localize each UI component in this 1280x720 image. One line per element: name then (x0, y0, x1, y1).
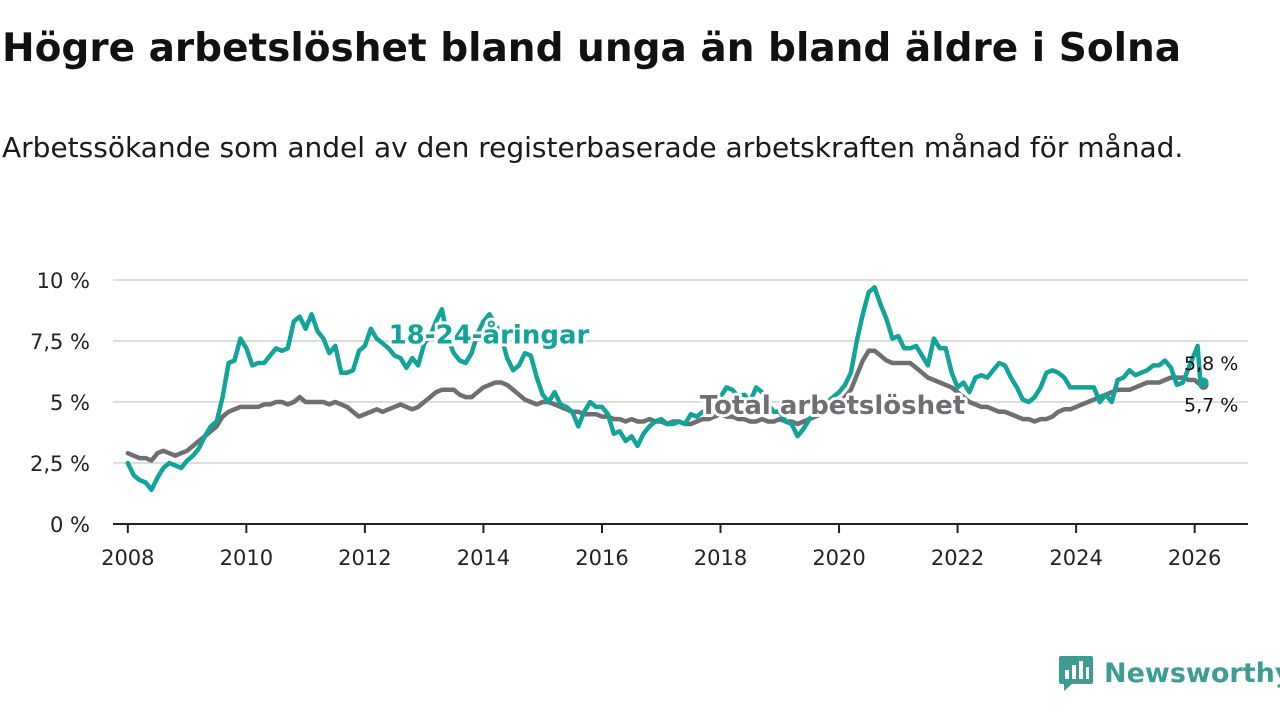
x-tick-label: 2020 (812, 546, 865, 570)
y-tick-label: 0 % (50, 513, 90, 537)
y-axis-ticks: 0 % 2,5 % 5 % 7,5 % 10 % (30, 269, 90, 537)
page-subtitle: Arbetssökande som andel av den registerb… (2, 131, 1184, 164)
y-tick-label: 5 % (50, 391, 90, 415)
x-tick-label: 2018 (694, 546, 747, 570)
series-label-total: Total arbetslöshet (700, 391, 965, 421)
x-tick-label: 2008 (101, 546, 154, 570)
y-tick-label: 10 % (37, 269, 90, 293)
end-value-total: 5,7 % (1184, 394, 1238, 416)
series-line-total (125, 348, 1206, 463)
y-tick-label: 7,5 % (30, 330, 90, 354)
end-value-youth: 5,8 % (1184, 353, 1238, 375)
series-labels: 18-24-åringar Total arbetslöshet 5,8 % 5… (386, 316, 1239, 424)
newsworthy-chart-icon (1059, 656, 1093, 691)
x-tick-label: 2012 (338, 546, 391, 570)
x-tick-label: 2022 (931, 546, 984, 570)
x-tick-label: 2024 (1049, 546, 1102, 570)
series-lines (125, 285, 1209, 493)
x-tick-label: 2026 (1168, 546, 1221, 570)
brand-name: Newsworthy (1104, 657, 1280, 689)
gridlines (113, 279, 1248, 464)
y-tick-label: 2,5 % (30, 452, 90, 476)
x-tick-label: 2010 (220, 546, 273, 570)
x-axis-ticks: 2008 2010 2012 2014 2016 2018 2020 2022 2024 2026 (101, 524, 1221, 570)
x-tick-label: 2014 (457, 546, 510, 570)
series-line-youth (125, 285, 1206, 493)
series-label-youth: 18-24-åringar (389, 319, 590, 351)
newsworthy-logo: Newsworthy (1058, 654, 1280, 692)
x-tick-label: 2016 (575, 546, 628, 570)
page-title: Högre arbetslöshet bland unga än bland ä… (2, 26, 1182, 71)
end-point-youth (1198, 377, 1209, 388)
